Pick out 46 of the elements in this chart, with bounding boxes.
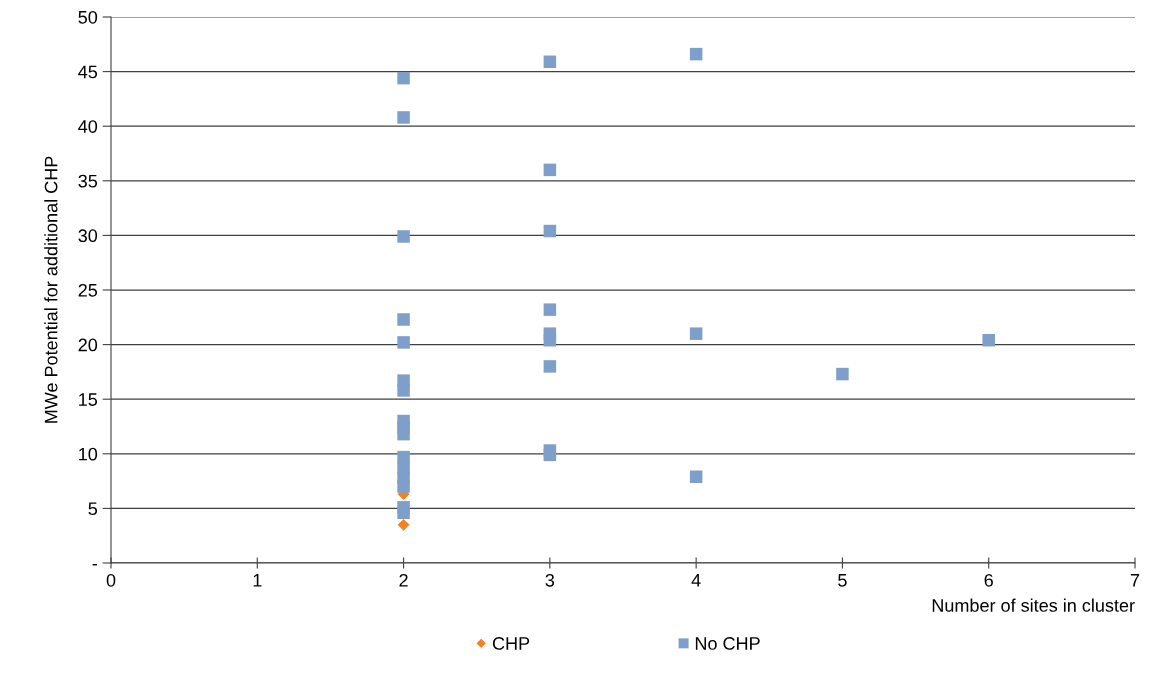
point	[397, 230, 410, 243]
y-tick-label: 15	[79, 393, 98, 406]
point	[689, 470, 703, 483]
point	[689, 47, 703, 61]
y-tick-label: 35	[78, 174, 98, 188]
point	[397, 506, 410, 520]
x-axis-title: Number of sites in cluster	[932, 598, 1135, 612]
point	[543, 55, 557, 69]
point	[543, 224, 557, 238]
x-tick-label: 2	[399, 573, 408, 587]
point	[397, 427, 410, 441]
y-tick-label: 50	[78, 10, 98, 24]
point	[836, 367, 849, 381]
point	[543, 163, 557, 177]
legend-label: No CHP	[695, 637, 760, 650]
y-axis-title: MWe Potential for additional CHP	[44, 156, 58, 423]
point	[397, 480, 410, 493]
point	[397, 336, 410, 349]
point	[397, 111, 410, 124]
x-tick-label: 5	[838, 574, 847, 587]
point	[397, 71, 410, 85]
point	[689, 327, 703, 340]
y-tick-label: 30	[78, 229, 98, 243]
legend-label: CHP	[492, 637, 530, 650]
y-tick-label: -	[92, 564, 97, 566]
point	[543, 303, 557, 316]
point	[397, 450, 410, 464]
point	[397, 518, 410, 531]
point	[397, 313, 410, 326]
point	[543, 360, 557, 373]
x-tick-label: 0	[106, 573, 116, 587]
y-tick-label: 25	[78, 283, 98, 297]
point	[543, 448, 557, 462]
y-tick-label: 45	[78, 65, 98, 79]
y-tick-label: 5	[88, 502, 98, 516]
y-tick-label: 40	[78, 120, 98, 133]
y-tick-label: 20	[78, 338, 98, 352]
x-tick-label: 3	[545, 573, 555, 587]
x-tick-label: 7	[1130, 574, 1140, 587]
point	[543, 333, 557, 347]
x-tick-label: 1	[253, 574, 262, 587]
x-tick-label: 6	[984, 573, 993, 587]
x-tick-label: 4	[691, 574, 701, 587]
point	[397, 384, 410, 397]
y-tick-label: 10	[79, 447, 98, 461]
point	[982, 333, 995, 347]
